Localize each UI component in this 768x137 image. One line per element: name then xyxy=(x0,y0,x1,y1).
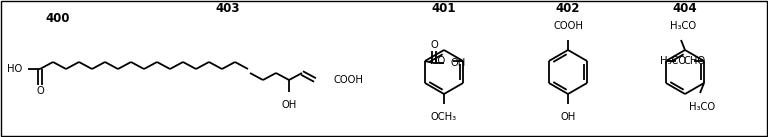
Text: 401: 401 xyxy=(432,2,456,15)
Text: HO: HO xyxy=(7,64,22,74)
Text: 404: 404 xyxy=(673,2,697,15)
Text: O: O xyxy=(36,86,44,96)
Text: HO: HO xyxy=(430,56,445,66)
Text: CHO: CHO xyxy=(684,56,706,66)
Text: OH: OH xyxy=(561,112,576,122)
Text: 400: 400 xyxy=(46,12,70,25)
Text: COOH: COOH xyxy=(553,21,583,31)
Text: COOH: COOH xyxy=(333,75,362,85)
Text: 403: 403 xyxy=(216,2,240,15)
Text: OCH₃: OCH₃ xyxy=(431,112,457,122)
Text: H₃CO: H₃CO xyxy=(660,56,686,66)
Text: OH: OH xyxy=(281,100,296,110)
Text: H₃CO: H₃CO xyxy=(670,21,696,31)
Text: H₃CO: H₃CO xyxy=(689,102,715,112)
Text: O: O xyxy=(430,40,438,50)
Text: 402: 402 xyxy=(556,2,581,15)
Text: OH: OH xyxy=(450,58,465,68)
